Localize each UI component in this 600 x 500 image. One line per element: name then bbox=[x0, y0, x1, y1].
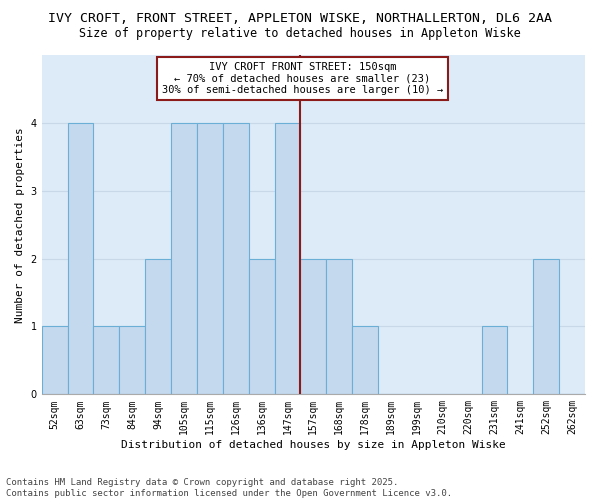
Bar bbox=[119, 326, 145, 394]
Text: IVY CROFT FRONT STREET: 150sqm
← 70% of detached houses are smaller (23)
30% of : IVY CROFT FRONT STREET: 150sqm ← 70% of … bbox=[162, 62, 443, 95]
Bar bbox=[145, 258, 171, 394]
Bar bbox=[533, 258, 559, 394]
Bar bbox=[197, 123, 223, 394]
Bar bbox=[352, 326, 378, 394]
Bar bbox=[248, 258, 275, 394]
Text: Size of property relative to detached houses in Appleton Wiske: Size of property relative to detached ho… bbox=[79, 28, 521, 40]
Y-axis label: Number of detached properties: Number of detached properties bbox=[15, 127, 25, 322]
Bar bbox=[223, 123, 248, 394]
Bar bbox=[326, 258, 352, 394]
Bar bbox=[171, 123, 197, 394]
Bar bbox=[94, 326, 119, 394]
Bar bbox=[41, 326, 68, 394]
Bar bbox=[301, 258, 326, 394]
Text: Contains HM Land Registry data © Crown copyright and database right 2025.
Contai: Contains HM Land Registry data © Crown c… bbox=[6, 478, 452, 498]
Bar bbox=[482, 326, 508, 394]
Text: IVY CROFT, FRONT STREET, APPLETON WISKE, NORTHALLERTON, DL6 2AA: IVY CROFT, FRONT STREET, APPLETON WISKE,… bbox=[48, 12, 552, 26]
X-axis label: Distribution of detached houses by size in Appleton Wiske: Distribution of detached houses by size … bbox=[121, 440, 506, 450]
Bar bbox=[275, 123, 301, 394]
Bar bbox=[68, 123, 94, 394]
